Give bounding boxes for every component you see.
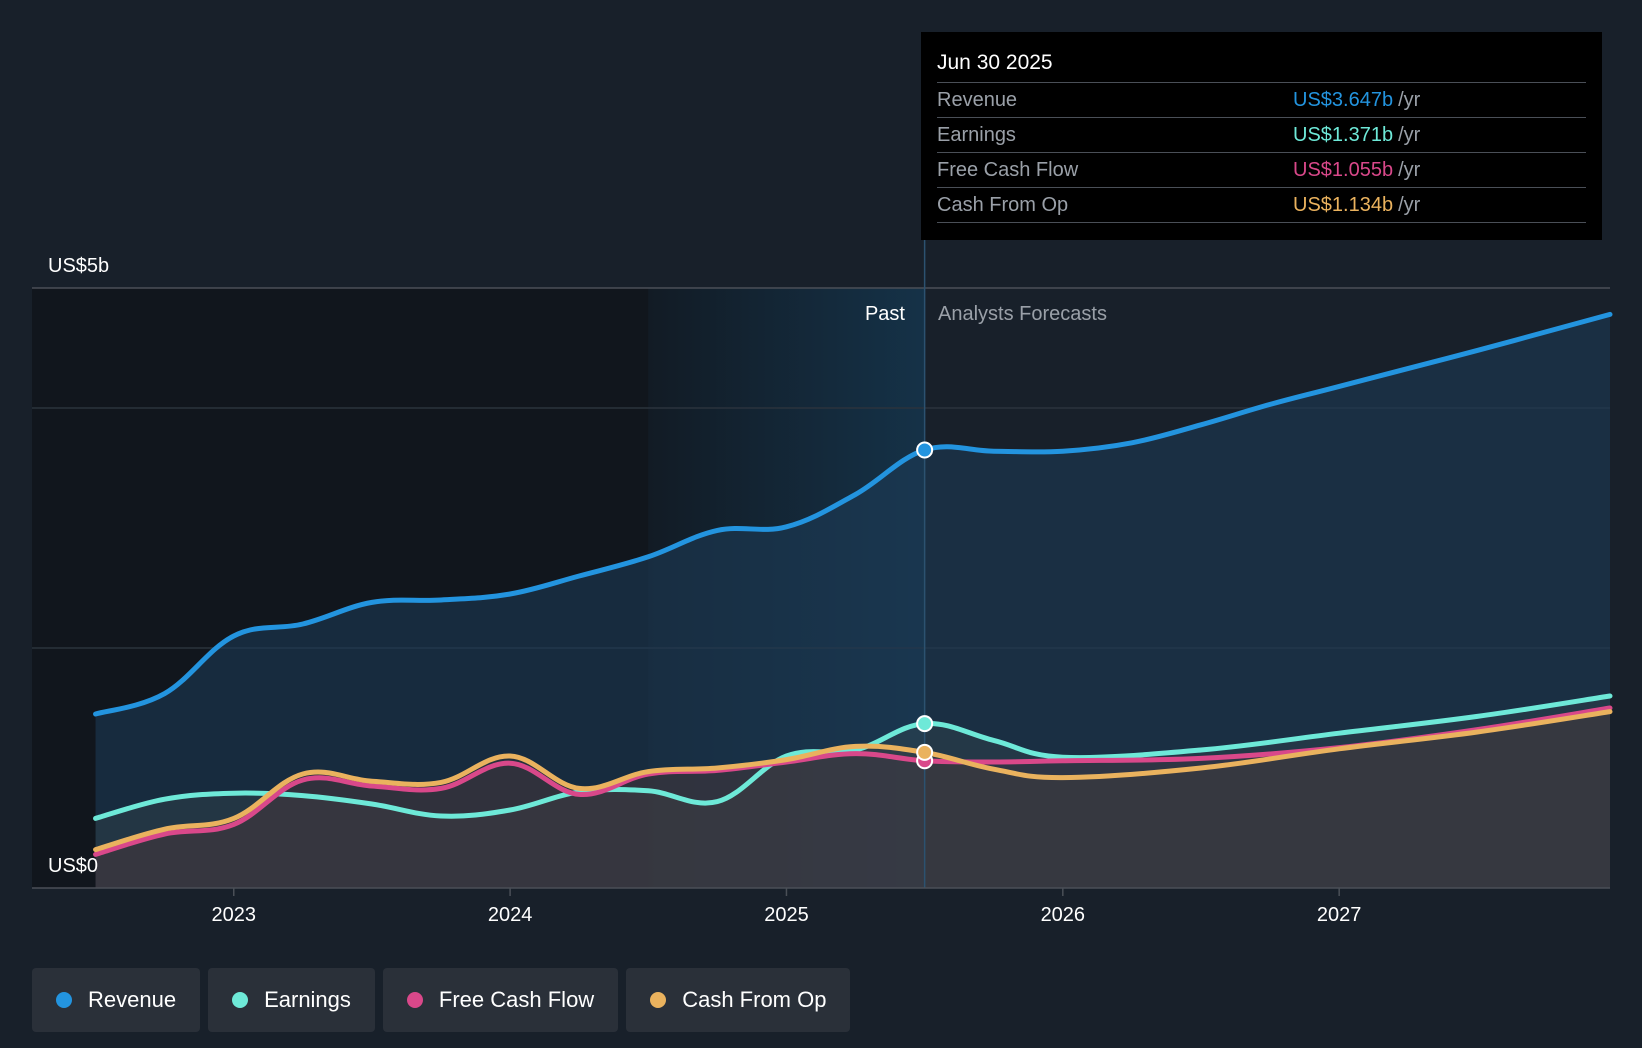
legend-item-cash-from-op[interactable]: Cash From Op [626,968,851,1032]
tooltip-unit: /yr [1398,89,1421,111]
tooltip-unit: /yr [1398,159,1421,181]
tooltip-row-revenue: Revenue US$3.647b/yr [937,83,1586,118]
past-label: Past [865,303,905,325]
cash-from-op-area [95,711,1611,888]
cash-from-op-marker [916,743,934,761]
x-tick-label: 2027 [1317,904,1362,926]
legend-item-revenue[interactable]: Revenue [32,968,201,1032]
tooltip-row-cash-from-op: Cash From Op US$1.134b/yr [937,188,1586,223]
y-axis-label-bottom: US$0 [48,855,98,877]
legend-label: Revenue [88,987,177,1012]
x-tick-label: 2023 [211,904,256,926]
earnings-dot-icon [232,992,249,1008]
legend-item-earnings[interactable]: Earnings [208,968,375,1032]
earnings-line [93,693,1613,821]
tooltip-value-number: US$1.134b [1293,194,1394,216]
legend-item-free-cash-flow[interactable]: Free Cash Flow [382,968,619,1032]
free-cash-flow-dot-icon [406,992,423,1008]
tooltip-value: US$1.055b/yr [1293,153,1420,187]
legend-label: Earnings [264,987,351,1012]
tooltip-label: Cash From Op [937,194,1069,216]
tooltip-unit: /yr [1398,124,1421,146]
x-tick-label: 2026 [1041,904,1086,926]
revenue-line [93,311,1613,717]
tooltip-label: Earnings [937,124,1016,146]
legend: Revenue Earnings Free Cash Flow Cash Fro… [32,968,851,1032]
tooltip-value-number: US$1.055b [1293,159,1394,181]
tooltip-label: Free Cash Flow [937,159,1079,181]
tooltip-row-earnings: Earnings US$1.371b/yr [937,118,1586,153]
cash-from-op-line [93,709,1613,853]
tooltip-date: Jun 30 2025 [937,46,1586,83]
tooltip-unit: /yr [1398,194,1421,216]
tooltip-value-number: US$1.371b [1293,124,1394,146]
revenue-dot-icon [56,992,72,1008]
tooltip: Jun 30 2025 Revenue US$3.647b/yr Earning… [921,32,1602,240]
cash-from-op-dot-icon [650,992,667,1008]
x-tick-label: 2025 [764,904,809,926]
tooltip-value: US$1.134b/yr [1293,188,1420,222]
free-cash-flow-area [95,708,1611,888]
tooltip-value: US$3.647b/yr [1293,83,1420,117]
legend-label: Free Cash Flow [438,987,595,1012]
tooltip-label: Revenue [937,89,1018,111]
legend-label: Cash From Op [682,987,827,1012]
tooltip-value-number: US$3.647b [1293,89,1394,111]
revenue-marker [916,441,934,459]
earnings-marker [916,715,934,733]
tooltip-value: US$1.371b/yr [1293,118,1420,152]
tooltip-row-free-cash-flow: Free Cash Flow US$1.055b/yr [937,153,1586,188]
x-tick-label: 2024 [488,904,533,926]
earnings-area [95,696,1611,888]
y-axis-label-top: US$5b [48,255,109,277]
forecast-label: Analysts Forecasts [938,303,1107,325]
